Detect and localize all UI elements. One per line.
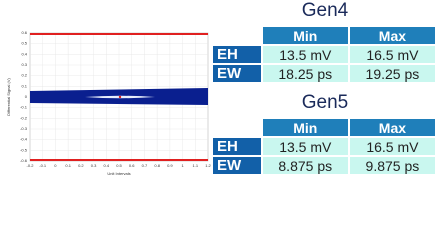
value-cell: 19.25 ps	[349, 65, 435, 82]
corner-cell	[213, 119, 261, 136]
x-tick-label: 0	[54, 163, 57, 168]
y-axis-label: Differential Signal (V)	[6, 77, 11, 115]
y-tick-label: -0.5	[20, 147, 28, 152]
x-tick-label: 0.3	[91, 163, 97, 168]
x-tick-label: 1	[181, 163, 184, 168]
x-tick-label: -0.2	[27, 163, 35, 168]
y-tick-label: -0.1	[20, 105, 28, 110]
column-header: Min	[262, 27, 348, 44]
eye-center	[118, 95, 122, 99]
results-table: Min Max EH 13.5 mV 16.5 mV EW 18.25 ps 19.25 ps	[211, 25, 437, 84]
value-cell: 9.875 ps	[349, 157, 435, 174]
y-tick-label: -0.3	[20, 126, 28, 131]
x-tick-label: 0.1	[65, 163, 71, 168]
x-tick-label: 0.6	[129, 163, 135, 168]
y-tick-label: 0.1	[21, 83, 27, 88]
y-tick-label: 0	[25, 94, 28, 99]
x-tick-label: 0.5	[116, 163, 122, 168]
x-tick-label: 0.9	[167, 163, 173, 168]
data-row: EH 13.5 mV 16.5 mV	[213, 46, 435, 63]
y-tick-label: 0.2	[21, 73, 27, 78]
y-tick-label: -0.6	[20, 158, 28, 163]
value-cell: 16.5 mV	[349, 138, 435, 155]
value-cell: 16.5 mV	[349, 46, 435, 63]
value-cell: 13.5 mV	[262, 138, 348, 155]
x-axis-label: Unit Intervals	[107, 171, 130, 176]
row-label: EW	[213, 157, 261, 174]
value-cell: 13.5 mV	[262, 46, 348, 63]
header-row: Min Max	[213, 27, 435, 44]
y-tick-label: 0.4	[21, 51, 27, 56]
table-title: Gen5	[301, 92, 349, 113]
data-row: EW 8.875 ps 9.875 ps	[213, 157, 435, 174]
y-tick-label: -0.2	[20, 115, 28, 120]
y-tick-label: 0.3	[21, 62, 27, 67]
results-table: Min Max EH 13.5 mV 16.5 mV EW 8.875 ps 9.875 ps	[211, 117, 437, 176]
value-cell: 18.25 ps	[262, 65, 348, 82]
column-header: Max	[349, 27, 435, 44]
header-row: Min Max	[213, 119, 435, 136]
screenshot: Differential Signal (V) Unit Intervals 0…	[6, 0, 437, 176]
x-tick-label: 0.8	[154, 163, 160, 168]
y-tick-label: -0.4	[20, 137, 28, 142]
data-row: EW 18.25 ps 19.25 ps	[213, 65, 435, 82]
column-header: Min	[262, 119, 348, 136]
row-label: EH	[213, 138, 261, 155]
value-cell: 8.875 ps	[262, 157, 348, 174]
y-tick-label: 0.6	[21, 30, 27, 35]
row-label: EW	[213, 65, 261, 82]
eye-diagram: Differential Signal (V) Unit Intervals 0…	[6, 30, 211, 176]
data-row: EH 13.5 mV 16.5 mV	[213, 138, 435, 155]
x-tick-label: 0.4	[104, 163, 110, 168]
column-header: Max	[349, 119, 435, 136]
x-tick-label: 1.1	[193, 163, 199, 168]
x-tick-label: 0.2	[78, 163, 84, 168]
x-tick-label: -0.1	[39, 163, 47, 168]
y-tick-label: 0.5	[21, 41, 27, 46]
x-tick-label: 1.2	[205, 163, 211, 168]
corner-cell	[213, 27, 261, 44]
table-title: Gen4	[301, 0, 349, 21]
row-label: EH	[213, 46, 261, 63]
x-tick-label: 0.7	[142, 163, 148, 168]
